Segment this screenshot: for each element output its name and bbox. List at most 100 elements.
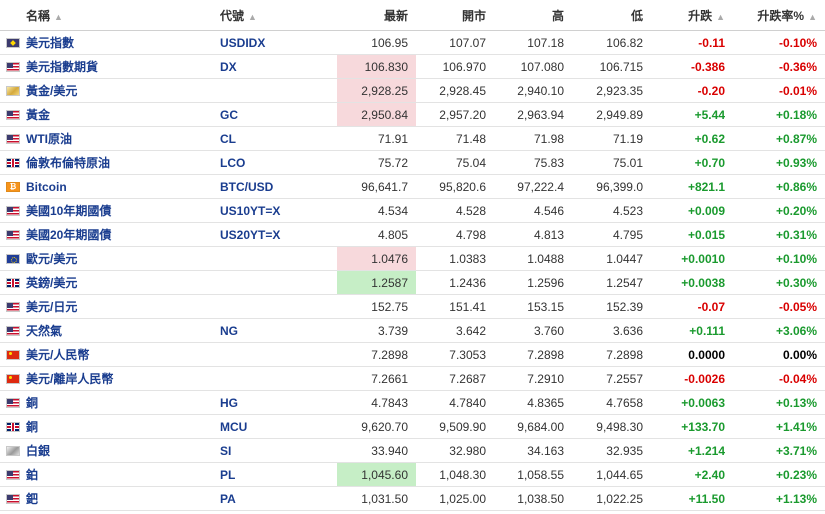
row-flag (0, 318, 26, 343)
row-flag (0, 126, 26, 151)
quote-name[interactable]: 天然氣 (26, 318, 220, 343)
table-row[interactable]: 美元指數 USDIDX 106.95 107.07 107.18 106.82 -0.11-… (0, 30, 825, 55)
dollar-index-icon (6, 38, 20, 49)
quote-code[interactable]: SI (220, 438, 337, 463)
quote-last: 75.72 (337, 150, 416, 175)
sort-icon[interactable]: ▲︎ (248, 11, 257, 22)
table-row[interactable]: 英鎊/美元 1.2587 1.2436 1.2596 1.2547 +0.0038 +0.3… (0, 270, 825, 295)
quote-code[interactable] (220, 342, 337, 367)
sort-icon[interactable]: ▲︎ (808, 11, 817, 22)
quote-code[interactable] (220, 270, 337, 295)
quote-code[interactable] (220, 366, 337, 391)
table-row[interactable]: WTI原油 CL 71.91 71.48 71.98 71.19 +0.62 +0.87% (0, 126, 825, 151)
table-row[interactable]: 鉑 PL 1,045.60 1,048.30 1,058.55 1,044.65 +2.40… (0, 462, 825, 487)
quote-name[interactable]: 美元指數期貨 (26, 54, 220, 79)
quote-code[interactable]: PA (220, 486, 337, 511)
table-row[interactable]: 鈀 PA 1,031.50 1,025.00 1,038.50 1,022.25 +11.5… (0, 486, 825, 511)
quote-change-pct: -0.36% (733, 54, 825, 79)
table-row[interactable]: 美國20年期國債 US20YT=X 4.805 4.798 4.813 4.795 +0.0… (0, 222, 825, 247)
table-row[interactable]: 倫敦布倫特原油 LCO 75.72 75.04 75.83 75.01 +0.70 +0.93… (0, 150, 825, 175)
quote-open: 75.04 (416, 150, 494, 175)
quote-name[interactable]: 倫敦布倫特原油 (26, 150, 220, 175)
table-row[interactable]: 白銀 SI 33.940 32.980 34.163 32.935 +1.214 +3.71% (0, 438, 825, 463)
quote-code[interactable]: US20YT=X (220, 222, 337, 247)
quote-open: 32.980 (416, 438, 494, 463)
us-flag-icon (6, 302, 20, 313)
header-name[interactable]: 名稱 ▲︎ (26, 0, 220, 31)
table-row[interactable]: 美元指數期貨 DX 106.830 106.970 107.080 106.715 -0.3… (0, 54, 825, 79)
quote-high: 107.080 (494, 54, 572, 79)
row-flag (0, 486, 26, 511)
quote-code[interactable]: BTC/USD (220, 174, 337, 199)
quote-name[interactable]: 鉑 (26, 462, 220, 487)
sort-icon[interactable]: ▲︎ (54, 11, 63, 22)
row-flag (0, 30, 26, 55)
quote-code[interactable]: NG (220, 318, 337, 343)
quote-name[interactable]: 歐元/美元 (26, 246, 220, 271)
quote-code[interactable]: MCU (220, 414, 337, 439)
quote-low: 1.0447 (572, 246, 651, 271)
quote-name[interactable]: 黃金 (26, 102, 220, 127)
quote-name[interactable]: 白銀 (26, 438, 220, 463)
table-row[interactable]: 銅 MCU 9,620.70 9,509.90 9,684.00 9,498.30 +133… (0, 414, 825, 439)
table-row[interactable]: 黃金/美元 2,928.25 2,928.45 2,940.10 2,923.35 -0.… (0, 78, 825, 103)
table-row[interactable]: 銅 HG 4.7843 4.7840 4.8365 4.7658 +0.0063 +0.13% (0, 390, 825, 415)
header-last[interactable]: 最新 (337, 0, 416, 31)
quote-low: 9,498.30 (572, 414, 651, 439)
quote-code[interactable] (220, 246, 337, 271)
quote-change: +1.214 (651, 438, 733, 463)
table-row[interactable]: 美元/人民幣 7.2898 7.3053 7.2898 7.2898 0.0000 0.00… (0, 342, 825, 367)
table-row[interactable]: ₿ Bitcoin BTC/USD 96,641.7 95,820.6 97,222.4 9… (0, 174, 825, 199)
quote-name[interactable]: 銅 (26, 390, 220, 415)
quote-code[interactable] (220, 294, 337, 319)
quote-change-pct: +0.93% (733, 150, 825, 175)
table-row[interactable]: 天然氣 NG 3.739 3.642 3.760 3.636 +0.111 +3.06% (0, 318, 825, 343)
quote-code[interactable] (220, 78, 337, 103)
quote-low: 75.01 (572, 150, 651, 175)
quote-open: 3.642 (416, 318, 494, 343)
quote-last: 3.739 (337, 318, 416, 343)
quote-code[interactable]: HG (220, 390, 337, 415)
quote-name[interactable]: 美國10年期國債 (26, 198, 220, 223)
quote-name[interactable]: 美元/日元 (26, 294, 220, 319)
quote-low: 4.7658 (572, 390, 651, 415)
quote-change: +0.0038 (651, 270, 733, 295)
quote-change: +0.70 (651, 150, 733, 175)
table-row[interactable]: 黃金 GC 2,950.84 2,957.20 2,963.94 2,949.89 +5.4… (0, 102, 825, 127)
quote-name[interactable]: 美國20年期國債 (26, 222, 220, 247)
quote-name[interactable]: 美元指數 (26, 30, 220, 55)
quote-code[interactable]: LCO (220, 150, 337, 175)
header-change[interactable]: 升跌 ▲︎ (651, 0, 733, 31)
quote-name[interactable]: 黃金/美元 (26, 78, 220, 103)
table-row[interactable]: 美元/日元 152.75 151.41 153.15 152.39 -0.07 -0.05% (0, 294, 825, 319)
quote-name[interactable]: 英鎊/美元 (26, 270, 220, 295)
quote-code[interactable]: USDIDX (220, 30, 337, 55)
quote-name[interactable]: 美元/人民幣 (26, 342, 220, 367)
table-row[interactable]: 歐元/美元 1.0476 1.0383 1.0488 1.0447 +0.0010 +0.1… (0, 246, 825, 271)
quote-code[interactable]: PL (220, 462, 337, 487)
quote-high: 1.0488 (494, 246, 572, 271)
header-low[interactable]: 低 (572, 0, 651, 31)
us-flag-icon (6, 62, 20, 73)
quote-name[interactable]: Bitcoin (26, 174, 220, 199)
quote-name[interactable]: 銅 (26, 414, 220, 439)
sort-icon[interactable]: ▲︎ (716, 11, 725, 22)
table-row[interactable]: 美國10年期國債 US10YT=X 4.534 4.528 4.546 4.523 +0.0… (0, 198, 825, 223)
quote-name[interactable]: 美元/離岸人民幣 (26, 366, 220, 391)
quote-change-pct: +0.10% (733, 246, 825, 271)
quote-open: 2,957.20 (416, 102, 494, 127)
table-row[interactable]: 美元/離岸人民幣 7.2661 7.2687 7.2910 7.2557 -0.0026-… (0, 366, 825, 391)
header-pct[interactable]: 升跌率% ▲︎ (733, 0, 825, 31)
quote-high: 2,940.10 (494, 78, 572, 103)
quote-name[interactable]: 鈀 (26, 486, 220, 511)
quote-code[interactable]: GC (220, 102, 337, 127)
row-flag (0, 366, 26, 391)
header-open[interactable]: 開市 (416, 0, 494, 31)
header-high[interactable]: 高 (494, 0, 572, 31)
quote-code[interactable]: DX (220, 54, 337, 79)
quote-code[interactable]: CL (220, 126, 337, 151)
quote-name[interactable]: WTI原油 (26, 126, 220, 151)
header-code[interactable]: 代號 ▲︎ (220, 0, 337, 31)
quote-change-pct: +0.20% (733, 198, 825, 223)
quote-code[interactable]: US10YT=X (220, 198, 337, 223)
